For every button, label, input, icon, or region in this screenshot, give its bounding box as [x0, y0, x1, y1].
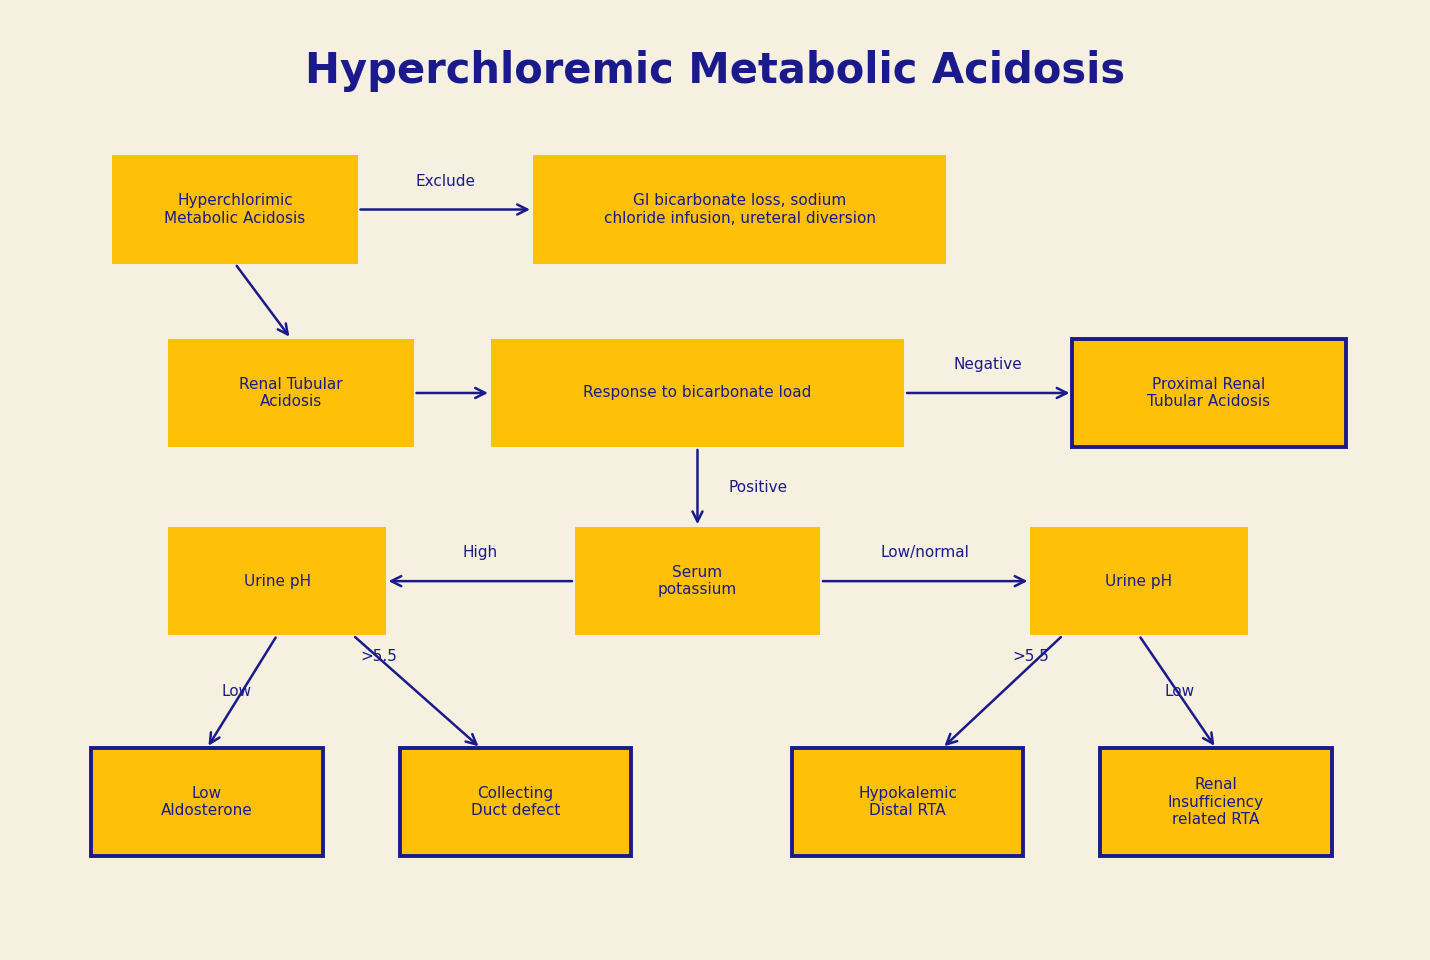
Text: Negative: Negative — [954, 357, 1022, 372]
FancyBboxPatch shape — [1101, 748, 1331, 856]
Text: Renal Tubular
Acidosis: Renal Tubular Acidosis — [239, 376, 343, 409]
Text: Collecting
Duct defect: Collecting Duct defect — [470, 786, 561, 819]
Text: Proximal Renal
Tubular Acidosis: Proximal Renal Tubular Acidosis — [1147, 376, 1271, 409]
Text: Hyperchloremic Metabolic Acidosis: Hyperchloremic Metabolic Acidosis — [305, 50, 1125, 92]
Text: Exclude: Exclude — [415, 174, 475, 189]
Text: Hypokalemic
Distal RTA: Hypokalemic Distal RTA — [858, 786, 957, 819]
Text: Low: Low — [1164, 684, 1194, 699]
Text: High: High — [463, 545, 498, 561]
FancyBboxPatch shape — [169, 339, 413, 447]
Text: Positive: Positive — [728, 480, 788, 494]
Text: GI bicarbonate loss, sodium
chloride infusion, ureteral diversion: GI bicarbonate loss, sodium chloride inf… — [603, 193, 875, 226]
FancyBboxPatch shape — [490, 339, 904, 447]
Text: Serum
potassium: Serum potassium — [658, 564, 736, 597]
Text: Low/normal: Low/normal — [881, 545, 970, 561]
FancyBboxPatch shape — [92, 748, 323, 856]
FancyBboxPatch shape — [400, 748, 631, 856]
Text: Renal
Insufficiency
related RTA: Renal Insufficiency related RTA — [1168, 778, 1264, 828]
Text: Hyperchlorimic
Metabolic Acidosis: Hyperchlorimic Metabolic Acidosis — [164, 193, 306, 226]
FancyBboxPatch shape — [169, 527, 386, 636]
FancyBboxPatch shape — [533, 156, 947, 264]
FancyBboxPatch shape — [1072, 339, 1346, 447]
Text: >5.5: >5.5 — [360, 649, 398, 664]
Text: Urine pH: Urine pH — [243, 574, 310, 588]
FancyBboxPatch shape — [792, 748, 1024, 856]
FancyBboxPatch shape — [113, 156, 358, 264]
Text: Response to bicarbonate load: Response to bicarbonate load — [583, 386, 812, 400]
Text: Low
Aldosterone: Low Aldosterone — [162, 786, 253, 819]
Text: Urine pH: Urine pH — [1105, 574, 1173, 588]
FancyBboxPatch shape — [575, 527, 819, 636]
Text: Low: Low — [222, 684, 252, 699]
Text: >5.5: >5.5 — [1012, 649, 1048, 664]
FancyBboxPatch shape — [1030, 527, 1247, 636]
